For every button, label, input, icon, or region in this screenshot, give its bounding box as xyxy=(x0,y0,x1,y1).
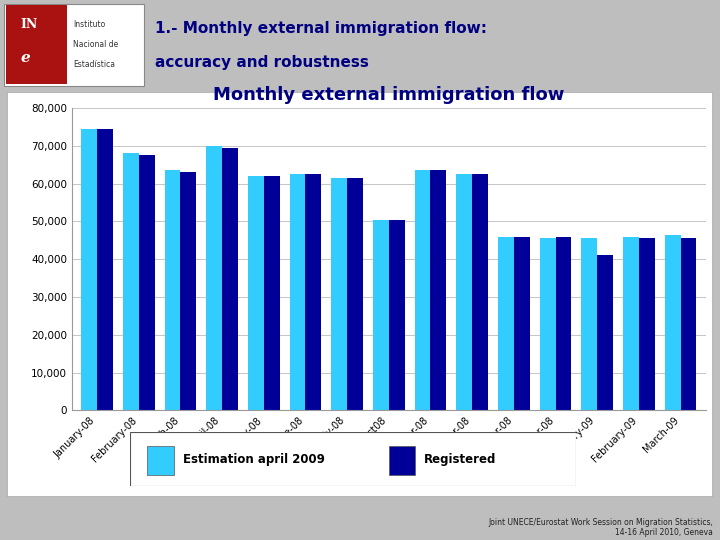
Bar xyxy=(472,174,488,410)
Bar xyxy=(581,238,597,410)
Text: IN: IN xyxy=(20,18,37,31)
Bar xyxy=(623,237,639,410)
Bar xyxy=(389,219,405,410)
Bar xyxy=(415,171,431,410)
Bar xyxy=(639,238,654,410)
Bar xyxy=(389,446,415,475)
Bar xyxy=(514,237,530,410)
Bar xyxy=(597,255,613,410)
Text: accuracy and robustness: accuracy and robustness xyxy=(155,55,369,70)
Text: 1.- Monthly external immigration flow:: 1.- Monthly external immigration flow: xyxy=(155,21,487,36)
Bar xyxy=(6,5,67,84)
Bar xyxy=(680,238,696,410)
Bar xyxy=(556,237,572,410)
Bar xyxy=(373,219,389,410)
Bar xyxy=(665,234,680,410)
Bar xyxy=(540,238,556,410)
Bar xyxy=(148,446,174,475)
Title: Monthly external immigration flow: Monthly external immigration flow xyxy=(213,86,564,104)
Bar xyxy=(139,156,155,410)
Bar xyxy=(331,178,347,410)
Text: Estadística: Estadística xyxy=(73,59,115,69)
Text: e: e xyxy=(20,51,30,65)
Bar xyxy=(206,146,222,410)
Bar xyxy=(222,148,238,410)
Bar xyxy=(431,171,446,410)
Bar xyxy=(289,174,305,410)
Bar xyxy=(347,178,363,410)
Text: Nacional de: Nacional de xyxy=(73,40,119,49)
Bar xyxy=(81,129,97,410)
Bar xyxy=(264,176,279,410)
Bar xyxy=(305,174,321,410)
Bar xyxy=(456,174,472,410)
Text: Instituto: Instituto xyxy=(73,21,106,30)
Bar xyxy=(181,172,197,410)
Text: Registered: Registered xyxy=(424,453,497,465)
Bar xyxy=(97,129,113,410)
Bar xyxy=(165,171,181,410)
Text: Joint UNECE/Eurostat Work Session on Migration Statistics,
14-16 April 2010, Gen: Joint UNECE/Eurostat Work Session on Mig… xyxy=(488,518,713,537)
Bar xyxy=(4,4,144,85)
Bar xyxy=(248,176,264,410)
Bar xyxy=(123,153,139,410)
Text: Estimation april 2009: Estimation april 2009 xyxy=(183,453,325,465)
Bar xyxy=(498,237,514,410)
